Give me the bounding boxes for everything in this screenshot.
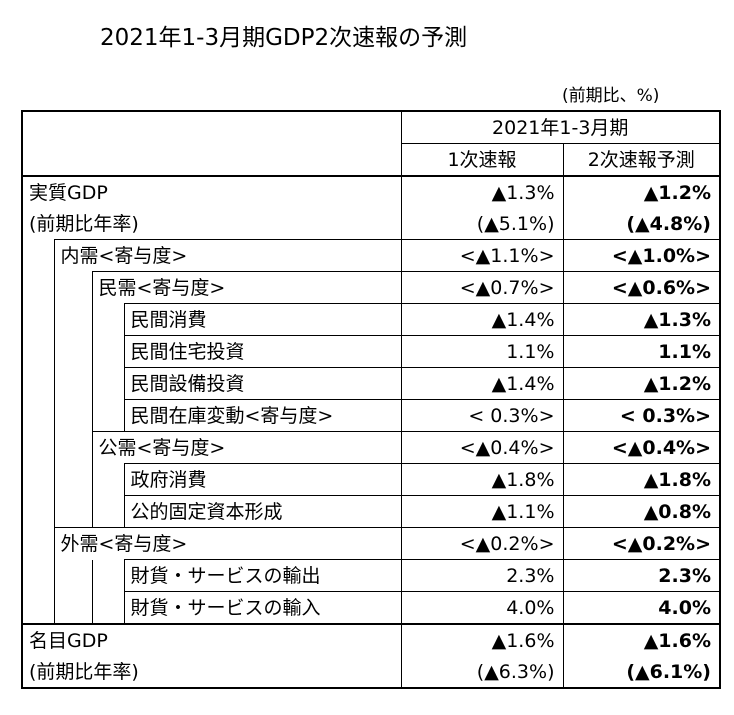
- row-label: 財貨・サービスの輸出: [123, 559, 401, 592]
- value-first-release: ▲1.4%: [400, 303, 563, 336]
- table-row: 財貨・サービスの輸入 4.0% 4.0%: [21, 591, 721, 624]
- row-label: 民間消費: [123, 303, 401, 336]
- value-first-release: ▲1.8%: [400, 463, 563, 496]
- row-label: 民間設備投資: [123, 367, 401, 400]
- value-second-forecast: 4.0%: [562, 591, 721, 624]
- value-first-release: < 0.3%>: [400, 399, 563, 432]
- header-row-period: 2021年1-3月期: [21, 110, 721, 177]
- value-second-forecast: ▲1.8%: [562, 463, 721, 496]
- table-row: (前期比年率) (▲6.3%) (▲6.1%): [21, 656, 721, 689]
- table-row: 民間消費 ▲1.4% ▲1.3%: [21, 303, 721, 336]
- table-row: 内需<寄与度> <▲1.1%> <▲1.0%>: [21, 239, 721, 272]
- value-first-release: ▲1.3%: [400, 176, 563, 208]
- value-second-forecast: ▲1.3%: [562, 303, 721, 336]
- row-label: 民間住宅投資: [123, 335, 401, 368]
- value-first-release: ▲1.1%: [400, 495, 563, 528]
- table-row: 公需<寄与度> <▲0.4%> <▲0.4%>: [21, 431, 721, 464]
- table-row: 外需<寄与度> <▲0.2%> <▲0.2%>: [21, 527, 721, 560]
- value-second-forecast: <▲1.0%>: [562, 239, 721, 272]
- table-row: (前期比年率) (▲5.1%) (▲4.8%): [21, 208, 721, 240]
- row-label: 実質GDP: [21, 176, 401, 208]
- value-second-forecast: <▲0.4%>: [562, 431, 721, 464]
- row-label: (前期比年率): [21, 656, 401, 689]
- value-second-forecast: ▲1.2%: [562, 367, 721, 400]
- table-row: 民間設備投資 ▲1.4% ▲1.2%: [21, 367, 721, 400]
- header-row-columns: 1次速報 2次速報予測: [22, 143, 721, 177]
- row-label: 財貨・サービスの輸入: [123, 591, 401, 624]
- value-first-release: 1.1%: [400, 335, 563, 368]
- value-second-forecast: 2.3%: [562, 559, 721, 592]
- header-col-first-release: 1次速報: [400, 143, 563, 177]
- value-second-forecast: ▲1.6%: [562, 623, 721, 656]
- value-second-forecast: (▲4.8%): [562, 208, 721, 240]
- value-second-forecast: ▲0.8%: [562, 495, 721, 528]
- row-label: 民需<寄与度>: [91, 271, 401, 304]
- value-second-forecast: < 0.3%>: [562, 399, 721, 432]
- header-period: 2021年1-3月期: [400, 110, 721, 144]
- value-second-forecast: <▲0.6%>: [562, 271, 721, 304]
- value-first-release: <▲1.1%>: [400, 239, 563, 272]
- row-label: 公的固定資本形成: [123, 495, 401, 528]
- value-first-release: (▲6.3%): [400, 656, 563, 689]
- header-blank-cell: [21, 110, 401, 177]
- table-row: 公的固定資本形成 ▲1.1% ▲0.8%: [21, 495, 721, 528]
- value-first-release: <▲0.4%>: [400, 431, 563, 464]
- table-row: 実質GDP ▲1.3% ▲1.2%: [21, 176, 721, 208]
- row-label: 内需<寄与度>: [53, 239, 401, 272]
- value-first-release: 4.0%: [400, 591, 563, 624]
- value-first-release: ▲1.6%: [400, 623, 563, 656]
- value-first-release: <▲0.2%>: [400, 527, 563, 560]
- value-second-forecast: 1.1%: [562, 335, 721, 368]
- table-row: 民需<寄与度> <▲0.7%> <▲0.6%>: [21, 271, 721, 304]
- value-second-forecast: ▲1.2%: [562, 176, 721, 208]
- page-title: 2021年1-3月期GDP2次速報の予測: [100, 25, 468, 51]
- row-label: 民間在庫変動<寄与度>: [123, 399, 401, 432]
- row-label: (前期比年率): [21, 208, 401, 240]
- value-second-forecast: <▲0.2%>: [562, 527, 721, 560]
- table-row: 政府消費 ▲1.8% ▲1.8%: [21, 463, 721, 496]
- gdp-forecast-table: 2021年1-3月期 1次速報 2次速報予測 実質GDP ▲1.3% ▲1.2%…: [21, 110, 721, 689]
- value-first-release: 2.3%: [400, 559, 563, 592]
- unit-note: (前期比、%): [562, 86, 660, 106]
- table-row: 民間住宅投資 1.1% 1.1%: [21, 335, 721, 368]
- table-row: 民間在庫変動<寄与度> < 0.3%> < 0.3%>: [21, 399, 721, 432]
- value-first-release: <▲0.7%>: [400, 271, 563, 304]
- value-first-release: (▲5.1%): [400, 208, 563, 240]
- row-label: 公需<寄与度>: [91, 431, 401, 464]
- table-row: 財貨・サービスの輸出 2.3% 2.3%: [21, 559, 721, 592]
- table-row: 名目GDP ▲1.6% ▲1.6%: [21, 623, 721, 656]
- row-label: 政府消費: [123, 463, 401, 496]
- value-second-forecast: (▲6.1%): [562, 656, 721, 689]
- value-first-release: ▲1.4%: [400, 367, 563, 400]
- header-col-second-forecast: 2次速報予測: [562, 143, 721, 177]
- row-label: 外需<寄与度>: [53, 527, 401, 560]
- row-label: 名目GDP: [21, 623, 401, 656]
